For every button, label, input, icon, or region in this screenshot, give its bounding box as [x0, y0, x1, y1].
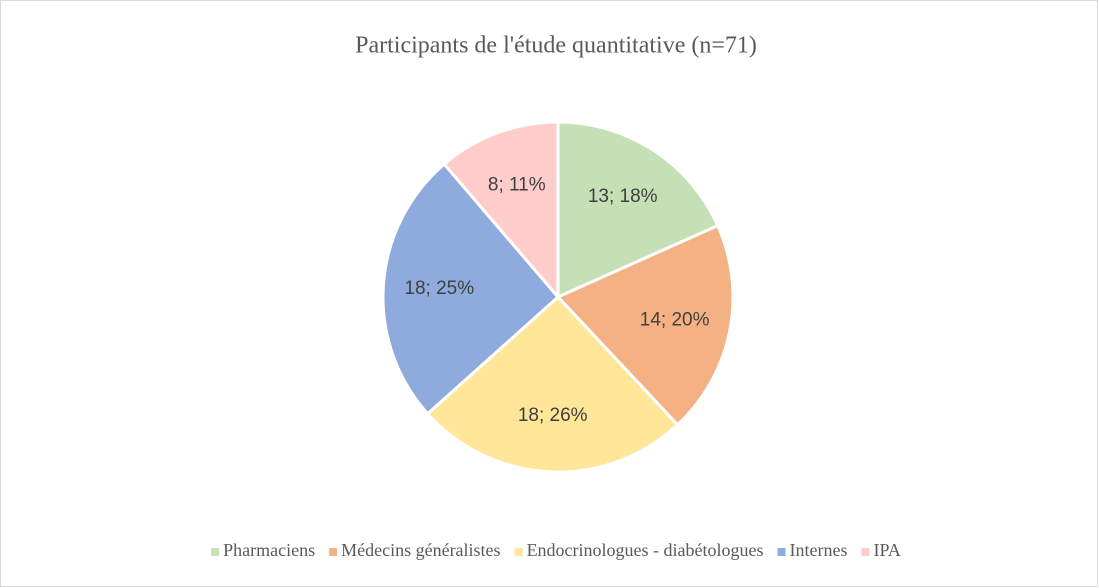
data-label: 18; 26% — [518, 405, 588, 426]
data-label: 13; 18% — [588, 186, 658, 207]
legend-label: Pharmaciens — [223, 540, 315, 560]
data-label: 14; 20% — [640, 310, 710, 331]
chart-title: Participants de l'étude quantitative (n=… — [355, 33, 757, 59]
pie-slice — [555, 223, 735, 427]
legend-label: Internes — [790, 540, 848, 560]
legend-label: Endocrinologues - diabétologues — [527, 540, 764, 560]
legend-label: Médecins généralistes — [341, 540, 500, 560]
legend-marker — [329, 548, 338, 556]
pie-slice — [442, 120, 560, 302]
legend-marker — [861, 548, 870, 556]
data-label: 8; 11% — [488, 174, 546, 195]
legend-label: IPA — [874, 540, 901, 560]
legend-marker — [514, 548, 523, 556]
legend-marker — [777, 548, 786, 556]
data-label: 18; 25% — [404, 278, 474, 299]
pie-slice — [425, 294, 680, 474]
pie-slice — [381, 161, 561, 416]
pie-slice — [556, 120, 720, 300]
legend-marker — [211, 548, 220, 556]
